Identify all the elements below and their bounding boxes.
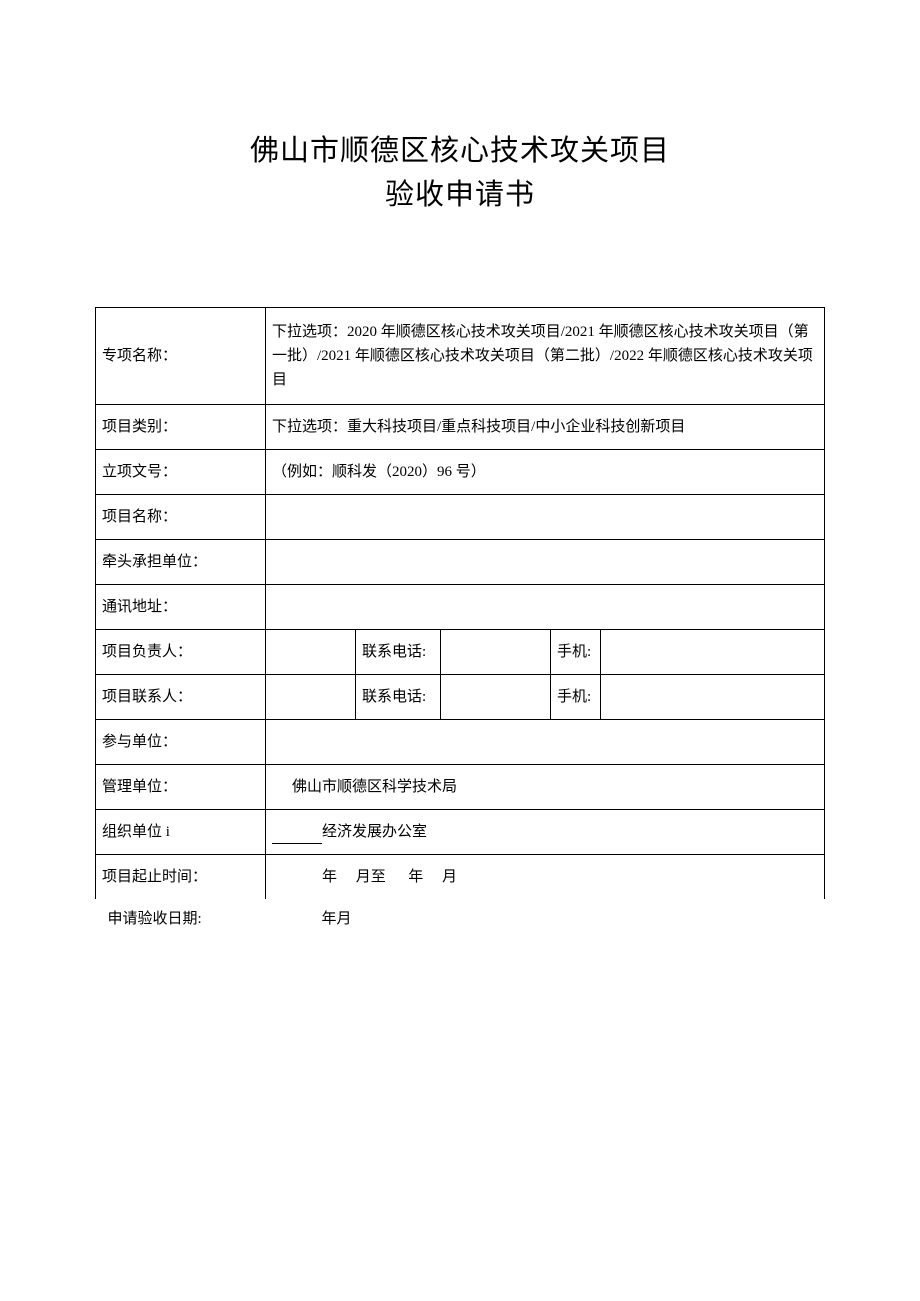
value-contact-name[interactable] <box>266 675 356 720</box>
document-page: 佛山市顺德区核心技术攻关项目 验收申请书 专项名称： 下拉选项：2020 年顺德… <box>0 0 920 999</box>
row-project-name: 项目名称： <box>96 495 825 540</box>
document-title: 佛山市顺德区核心技术攻关项目 验收申请书 <box>95 130 825 217</box>
value-project-category[interactable]: 下拉选项：重大科技项目/重点科技项目/中小企业科技创新项目 <box>266 405 825 450</box>
year2: 年 <box>408 869 423 885</box>
text-organizing-unit: 经济发展办公室 <box>322 824 427 840</box>
text-management-unit: 佛山市顺德区科学技术局 <box>272 779 457 795</box>
row-project-leader: 项目负责人： 联系电话: 手机: <box>96 630 825 675</box>
label-project-period: 项目起止时间： <box>96 855 266 900</box>
label-project-leader: 项目负责人： <box>96 630 266 675</box>
label-address: 通讯地址： <box>96 585 266 630</box>
label-participating-unit: 参与单位： <box>96 720 266 765</box>
value-project-name[interactable] <box>266 495 825 540</box>
year1: 年 <box>322 869 337 885</box>
text-application-date: 年月 <box>272 911 352 927</box>
value-approval-doc[interactable]: （例如：顺科发（2020）96 号） <box>266 450 825 495</box>
value-organizing-unit[interactable]: 经济发展办公室 <box>266 810 825 855</box>
row-organizing-unit: 组织单位 i 经济发展办公室 <box>96 810 825 855</box>
value-application-date[interactable]: 年月 <box>266 899 825 939</box>
value-contact-phone[interactable] <box>441 675 551 720</box>
row-project-contact: 项目联系人： 联系电话: 手机: <box>96 675 825 720</box>
period-text: 年 月至 年 月 <box>272 869 457 885</box>
title-line-1: 佛山市顺德区核心技术攻关项目 <box>95 130 825 174</box>
row-project-category: 项目类别： 下拉选项：重大科技项目/重点科技项目/中小企业科技创新项目 <box>96 405 825 450</box>
label-organizing-unit: 组织单位 i <box>96 810 266 855</box>
value-contact-mobile[interactable] <box>601 675 825 720</box>
row-management-unit: 管理单位： 佛山市顺德区科学技术局 <box>96 765 825 810</box>
value-leader-mobile[interactable] <box>601 630 825 675</box>
label-application-date: 申请验收日期: <box>96 899 266 939</box>
blank-underline[interactable] <box>272 826 322 844</box>
value-management-unit: 佛山市顺德区科学技术局 <box>266 765 825 810</box>
label-contact-mobile: 手机: <box>551 675 601 720</box>
label-contact-phone: 联系电话: <box>356 675 441 720</box>
month2: 月 <box>442 869 457 885</box>
row-address: 通讯地址： <box>96 585 825 630</box>
value-participating-unit[interactable] <box>266 720 825 765</box>
title-line-2: 验收申请书 <box>95 174 825 218</box>
value-leader-phone[interactable] <box>441 630 551 675</box>
label-project-name: 项目名称： <box>96 495 266 540</box>
label-approval-doc: 立项文号： <box>96 450 266 495</box>
label-lead-unit: 牵头承担单位： <box>96 540 266 585</box>
row-special-name: 专项名称： 下拉选项：2020 年顺德区核心技术攻关项目/2021 年顺德区核心… <box>96 308 825 405</box>
value-leader-name[interactable] <box>266 630 356 675</box>
row-project-period: 项目起止时间： 年 月至 年 月 <box>96 855 825 900</box>
row-lead-unit: 牵头承担单位： <box>96 540 825 585</box>
value-project-period[interactable]: 年 月至 年 月 <box>266 855 825 900</box>
label-management-unit: 管理单位： <box>96 765 266 810</box>
label-special-name: 专项名称： <box>96 308 266 405</box>
label-project-contact: 项目联系人： <box>96 675 266 720</box>
month1: 月至 <box>356 869 386 885</box>
label-leader-phone: 联系电话: <box>356 630 441 675</box>
value-special-name[interactable]: 下拉选项：2020 年顺德区核心技术攻关项目/2021 年顺德区核心技术攻关项目… <box>266 308 825 405</box>
value-lead-unit[interactable] <box>266 540 825 585</box>
row-approval-doc: 立项文号： （例如：顺科发（2020）96 号） <box>96 450 825 495</box>
row-participating-unit: 参与单位： <box>96 720 825 765</box>
value-address[interactable] <box>266 585 825 630</box>
label-project-category: 项目类别： <box>96 405 266 450</box>
form-table: 专项名称： 下拉选项：2020 年顺德区核心技术攻关项目/2021 年顺德区核心… <box>95 307 825 939</box>
row-application-date: 申请验收日期: 年月 <box>96 899 825 939</box>
label-leader-mobile: 手机: <box>551 630 601 675</box>
